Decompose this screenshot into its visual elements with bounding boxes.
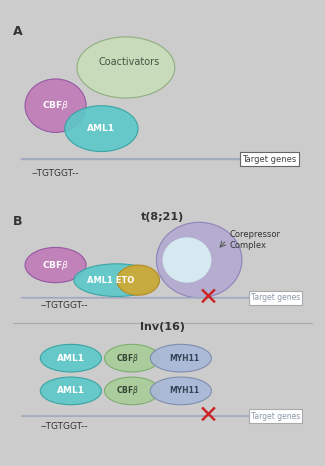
Ellipse shape — [150, 344, 211, 372]
Text: AML1: AML1 — [57, 386, 85, 395]
Text: CBF$\beta$: CBF$\beta$ — [42, 99, 69, 112]
Text: MYH11: MYH11 — [169, 354, 199, 363]
Text: A: A — [13, 26, 22, 38]
Ellipse shape — [74, 264, 160, 296]
Text: Coactivators: Coactivators — [98, 57, 160, 67]
Ellipse shape — [25, 247, 86, 283]
Text: AML1: AML1 — [57, 354, 85, 363]
Ellipse shape — [40, 344, 101, 372]
Ellipse shape — [117, 265, 160, 295]
Text: AML1: AML1 — [87, 124, 115, 133]
Text: --TGTGGT--: --TGTGGT-- — [41, 422, 88, 431]
Text: Inv(16): Inv(16) — [140, 322, 185, 332]
Text: MYH11: MYH11 — [169, 386, 199, 395]
Text: ✕: ✕ — [198, 404, 219, 428]
Text: Corepressor
Complex: Corepressor Complex — [230, 230, 281, 250]
Text: AML1 ETO: AML1 ETO — [87, 276, 134, 285]
Text: Target genes: Target genes — [251, 293, 300, 302]
Text: B: B — [13, 215, 22, 228]
Text: Target genes: Target genes — [242, 155, 296, 164]
Ellipse shape — [162, 237, 211, 283]
Ellipse shape — [104, 344, 160, 372]
Text: CBF$\beta$: CBF$\beta$ — [116, 384, 139, 397]
Ellipse shape — [40, 377, 101, 404]
Text: t(8;21): t(8;21) — [141, 212, 184, 222]
Text: Target genes: Target genes — [251, 411, 300, 420]
Text: CBF$\beta$: CBF$\beta$ — [116, 352, 139, 365]
Ellipse shape — [65, 106, 138, 151]
Text: --TGTGGT--: --TGTGGT-- — [41, 301, 88, 310]
Text: ✕: ✕ — [198, 286, 219, 310]
Text: --TGTGGT--: --TGTGGT-- — [32, 169, 79, 178]
Ellipse shape — [104, 377, 160, 404]
Ellipse shape — [150, 377, 211, 404]
Text: CBF$\beta$: CBF$\beta$ — [42, 259, 69, 272]
Ellipse shape — [25, 79, 86, 132]
Ellipse shape — [156, 222, 242, 298]
Ellipse shape — [77, 37, 175, 98]
